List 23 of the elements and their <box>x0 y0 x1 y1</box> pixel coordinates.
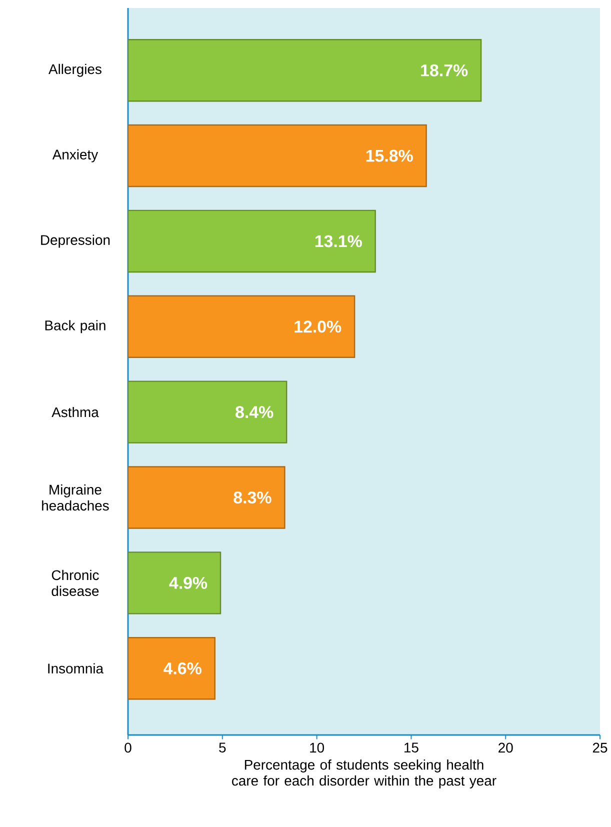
x-tick-label: 10 <box>310 742 324 753</box>
x-tick-label: 25 <box>592 742 608 753</box>
x-tick-label: 15 <box>404 742 418 753</box>
y-tick-label: Insomnia <box>48 663 104 674</box>
data-label: 8.3% <box>234 491 272 504</box>
y-tick-label: Back pain <box>45 320 106 334</box>
y-tick-label: Anxiety <box>52 149 98 162</box>
x-tick-label: 5 <box>219 742 226 753</box>
y-tick-label: Asthma <box>52 406 99 418</box>
y-tick-label: Migraine headaches <box>42 484 109 511</box>
data-label: 13.1% <box>315 235 362 248</box>
data-label: 18.7% <box>421 64 468 76</box>
x-axis-title: Percentage of students seeking health care for each disorder within the past year <box>232 759 496 788</box>
data-label: 8.4% <box>236 406 274 418</box>
x-tick-label: 20 <box>498 742 513 753</box>
x-tick-label: 0 <box>124 742 132 753</box>
data-label: 4.6% <box>164 662 202 674</box>
y-tick-label: Chronic disease <box>52 570 99 596</box>
data-label: 4.9% <box>169 576 208 589</box>
y-tick-label: Allergies <box>48 64 102 77</box>
y-tick-label: Depression <box>41 234 110 248</box>
data-label: 12.0% <box>294 320 342 333</box>
data-label: 15.8% <box>366 150 413 162</box>
